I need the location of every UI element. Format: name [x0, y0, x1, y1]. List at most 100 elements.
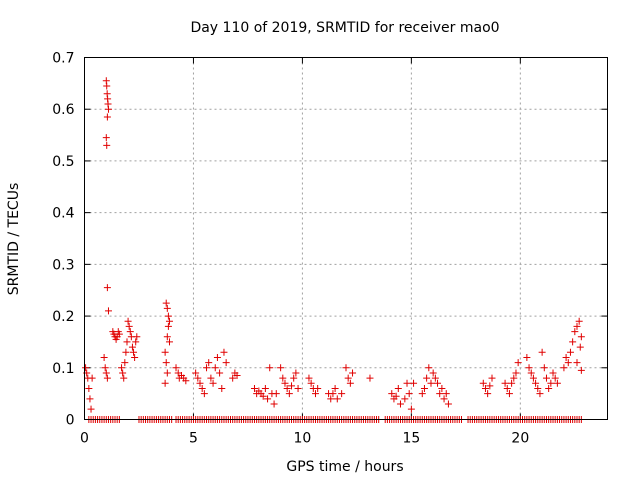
data-point	[429, 369, 437, 377]
data-point	[427, 379, 435, 387]
data-point	[338, 390, 346, 398]
data-point	[549, 369, 557, 377]
axis-ticks: 0 0.1 0.2 0.3 0.4 0.5 0.6 0.7 0 5 10 15 20	[52, 51, 608, 447]
data-point	[120, 374, 128, 382]
data-point	[103, 141, 111, 149]
data-point	[229, 374, 237, 382]
data-point	[250, 384, 258, 392]
data-point	[538, 348, 546, 356]
data-point	[512, 369, 520, 377]
data-point	[164, 322, 172, 330]
data-point	[542, 374, 550, 382]
data-point	[344, 374, 352, 382]
data-point	[194, 374, 202, 382]
data-point	[420, 384, 428, 392]
data-point	[104, 105, 112, 113]
data-point	[294, 384, 302, 392]
data-point	[165, 317, 173, 325]
data-point	[577, 366, 585, 374]
data-point	[279, 374, 287, 382]
x-tick-label: 0	[80, 431, 89, 447]
data-point	[577, 333, 585, 341]
data-point	[314, 384, 322, 392]
data-point	[86, 395, 94, 403]
data-point	[130, 348, 138, 356]
data-point	[442, 390, 450, 398]
data-point	[101, 364, 109, 372]
data-point	[198, 384, 206, 392]
data-point	[342, 364, 350, 372]
data-point	[560, 364, 568, 372]
data-point	[264, 395, 272, 403]
data-point	[553, 379, 561, 387]
data-point	[394, 384, 402, 392]
data-point	[569, 338, 577, 346]
data-point	[479, 379, 487, 387]
data-point	[523, 353, 531, 361]
data-point	[103, 284, 111, 292]
data-point	[514, 359, 522, 367]
data-point	[103, 82, 111, 90]
data-point	[407, 405, 415, 413]
data-point	[551, 374, 559, 382]
data-point	[403, 379, 411, 387]
data-point	[571, 328, 579, 336]
data-point	[272, 390, 280, 398]
data-point	[266, 364, 274, 372]
data-point	[270, 400, 278, 408]
data-point	[545, 384, 553, 392]
y-tick-label: 0.7	[52, 51, 74, 67]
data-point	[305, 374, 313, 382]
data-point	[128, 343, 136, 351]
data-point	[164, 312, 172, 320]
x-axis-label: GPS time / hours	[286, 459, 403, 475]
data-point	[82, 364, 90, 372]
data-point	[200, 390, 208, 398]
data-point	[329, 390, 337, 398]
data-point	[118, 364, 126, 372]
data-point	[126, 328, 134, 336]
data-point	[410, 379, 418, 387]
data-point	[281, 379, 289, 387]
data-point	[431, 374, 439, 382]
data-point	[573, 359, 581, 367]
data-point	[124, 317, 132, 325]
data-point	[566, 348, 574, 356]
data-point	[277, 364, 285, 372]
data-point	[405, 390, 413, 398]
y-axis-label: SRMTID / TECUs	[6, 183, 22, 296]
data-point	[333, 395, 341, 403]
data-point	[501, 379, 509, 387]
data-point	[508, 379, 516, 387]
data-point	[505, 390, 513, 398]
data-point	[575, 317, 583, 325]
data-point	[396, 400, 404, 408]
data-point	[307, 379, 315, 387]
data-point	[103, 374, 111, 382]
x-tick-label: 5	[189, 431, 198, 447]
data-point	[172, 364, 180, 372]
data-point	[102, 369, 110, 377]
data-point	[527, 369, 535, 377]
data-point	[346, 379, 354, 387]
data-point	[211, 364, 219, 372]
data-point	[122, 348, 130, 356]
data-point	[87, 405, 95, 413]
data-point	[119, 369, 127, 377]
data-point	[205, 359, 213, 367]
data-point	[534, 384, 542, 392]
data-point	[536, 390, 544, 398]
data-point	[444, 400, 452, 408]
data-point	[207, 374, 215, 382]
data-point	[292, 369, 300, 377]
data-point	[261, 384, 269, 392]
data-point	[233, 372, 241, 380]
data-point	[366, 374, 374, 382]
data-point	[532, 379, 540, 387]
data-point	[540, 364, 548, 372]
data-point	[283, 384, 291, 392]
data-point	[102, 134, 110, 142]
data-point	[529, 374, 537, 382]
data-point	[486, 382, 494, 390]
data-point	[220, 348, 228, 356]
